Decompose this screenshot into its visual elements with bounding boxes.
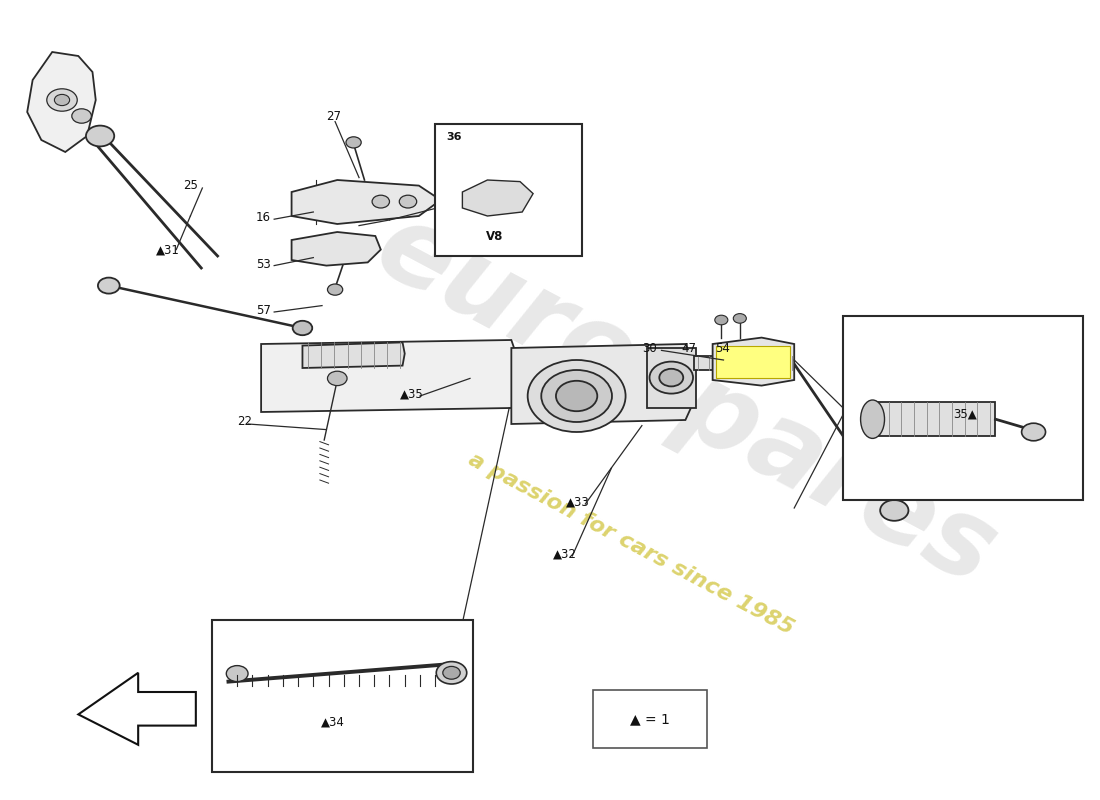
Polygon shape	[28, 52, 96, 152]
Ellipse shape	[556, 381, 597, 411]
Bar	[647, 348, 696, 408]
Circle shape	[734, 314, 746, 323]
Text: 35▲: 35▲	[953, 407, 977, 420]
Circle shape	[98, 278, 120, 294]
Ellipse shape	[659, 369, 683, 386]
Bar	[844, 316, 1082, 500]
Text: ▲35: ▲35	[400, 387, 425, 400]
Circle shape	[443, 666, 460, 679]
Circle shape	[715, 315, 728, 325]
Circle shape	[399, 195, 417, 208]
Text: 54: 54	[715, 342, 729, 354]
Polygon shape	[694, 356, 794, 370]
Bar	[436, 124, 582, 256]
Text: 16: 16	[255, 211, 271, 224]
Ellipse shape	[528, 360, 626, 432]
Circle shape	[346, 137, 361, 148]
Ellipse shape	[541, 370, 612, 422]
Bar	[212, 620, 473, 772]
Circle shape	[1022, 423, 1045, 441]
Text: 57: 57	[255, 304, 271, 317]
Polygon shape	[292, 180, 441, 224]
Circle shape	[86, 126, 114, 146]
Text: 30: 30	[642, 342, 657, 354]
Circle shape	[437, 662, 466, 684]
Bar	[716, 346, 790, 378]
Text: ▲34: ▲34	[321, 715, 344, 728]
Text: ▲31: ▲31	[155, 243, 179, 256]
Circle shape	[880, 500, 909, 521]
Circle shape	[372, 195, 389, 208]
Polygon shape	[292, 232, 381, 266]
Circle shape	[293, 321, 312, 335]
Polygon shape	[78, 673, 196, 745]
Polygon shape	[462, 180, 534, 216]
Circle shape	[328, 371, 348, 386]
Bar	[593, 690, 707, 748]
Circle shape	[54, 94, 69, 106]
Polygon shape	[713, 338, 794, 386]
Text: 22: 22	[238, 415, 252, 428]
Polygon shape	[512, 344, 691, 424]
Polygon shape	[261, 340, 517, 412]
Text: eurospares: eurospares	[358, 192, 1013, 608]
Ellipse shape	[860, 400, 884, 438]
Circle shape	[47, 89, 77, 111]
Text: a passion for cars since 1985: a passion for cars since 1985	[465, 450, 798, 638]
Text: 25: 25	[183, 179, 198, 192]
Circle shape	[227, 666, 249, 682]
Text: 53: 53	[255, 258, 271, 270]
Bar	[870, 402, 996, 436]
Text: 47: 47	[681, 342, 696, 354]
Circle shape	[328, 284, 343, 295]
Text: 27: 27	[327, 110, 341, 122]
Text: ▲33: ▲33	[565, 495, 590, 508]
Text: V8: V8	[486, 230, 504, 243]
Polygon shape	[302, 342, 405, 368]
Text: ▲32: ▲32	[552, 547, 576, 560]
Circle shape	[72, 109, 91, 123]
Text: ▲ = 1: ▲ = 1	[630, 712, 670, 726]
Text: 36: 36	[447, 132, 462, 142]
Ellipse shape	[649, 362, 693, 394]
